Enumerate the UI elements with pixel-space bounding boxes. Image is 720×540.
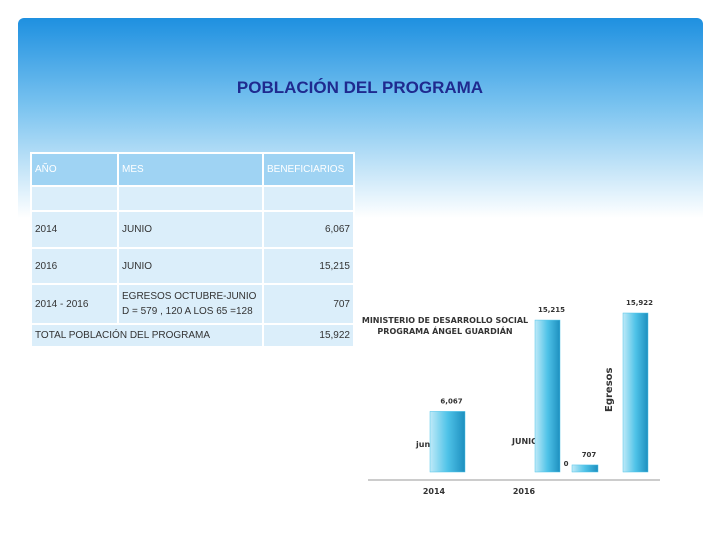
- cell: TOTAL POBLACIÓN DEL PROGRAMA: [30, 323, 264, 348]
- annotation: JUNIO: [511, 437, 538, 446]
- value-label: 0: [564, 460, 569, 468]
- header-cell: BENEFICIARIOS: [262, 152, 355, 187]
- cell-line: D = 579 , 120 A LOS 65 =128: [122, 306, 253, 317]
- cell: JUNIO: [117, 247, 264, 285]
- cell: 15,922: [262, 323, 355, 348]
- value-label: 15,922: [626, 299, 653, 307]
- cell: 2014 - 2016: [30, 283, 119, 325]
- cell: 6,067: [262, 210, 355, 249]
- cell: 707: [262, 283, 355, 325]
- bar: [622, 312, 649, 473]
- bar: [571, 464, 599, 473]
- bar: [429, 411, 466, 473]
- cell: [30, 185, 119, 212]
- cell: [262, 185, 355, 212]
- chart-title: PROGRAMA ÁNGEL GUARDIÁN: [377, 325, 512, 336]
- cell: EGRESOS OCTUBRE-JUNIO D = 579 , 120 A LOS…: [117, 283, 264, 325]
- chart-title: MINISTERIO DE DESARROLLO SOCIAL: [362, 316, 528, 325]
- cell-line: EGRESOS OCTUBRE-JUNIO: [122, 291, 257, 302]
- header-cell: MES: [117, 152, 264, 187]
- cell: 2016: [30, 247, 119, 285]
- bar: [534, 319, 561, 473]
- header-cell: AÑO: [30, 152, 119, 187]
- slide-title: POBLACIÓN DEL PROGRAMA: [236, 78, 484, 97]
- cell: 2014: [30, 210, 119, 249]
- value-label: 707: [582, 451, 597, 459]
- cell: 15,215: [262, 247, 355, 285]
- population-table: AÑO MES BENEFICIARIOS 2014 JUNIO 6,067 2016 J…: [30, 152, 355, 348]
- annotation: Egresos: [604, 367, 615, 412]
- value-label: 6,067: [440, 397, 462, 405]
- annotation: junio: [415, 440, 439, 449]
- cell: JUNIO: [117, 210, 264, 249]
- value-label: 15,215: [538, 306, 565, 314]
- x-label: 2014: [423, 487, 446, 496]
- cell: [117, 185, 264, 212]
- x-label: 2016: [513, 487, 536, 496]
